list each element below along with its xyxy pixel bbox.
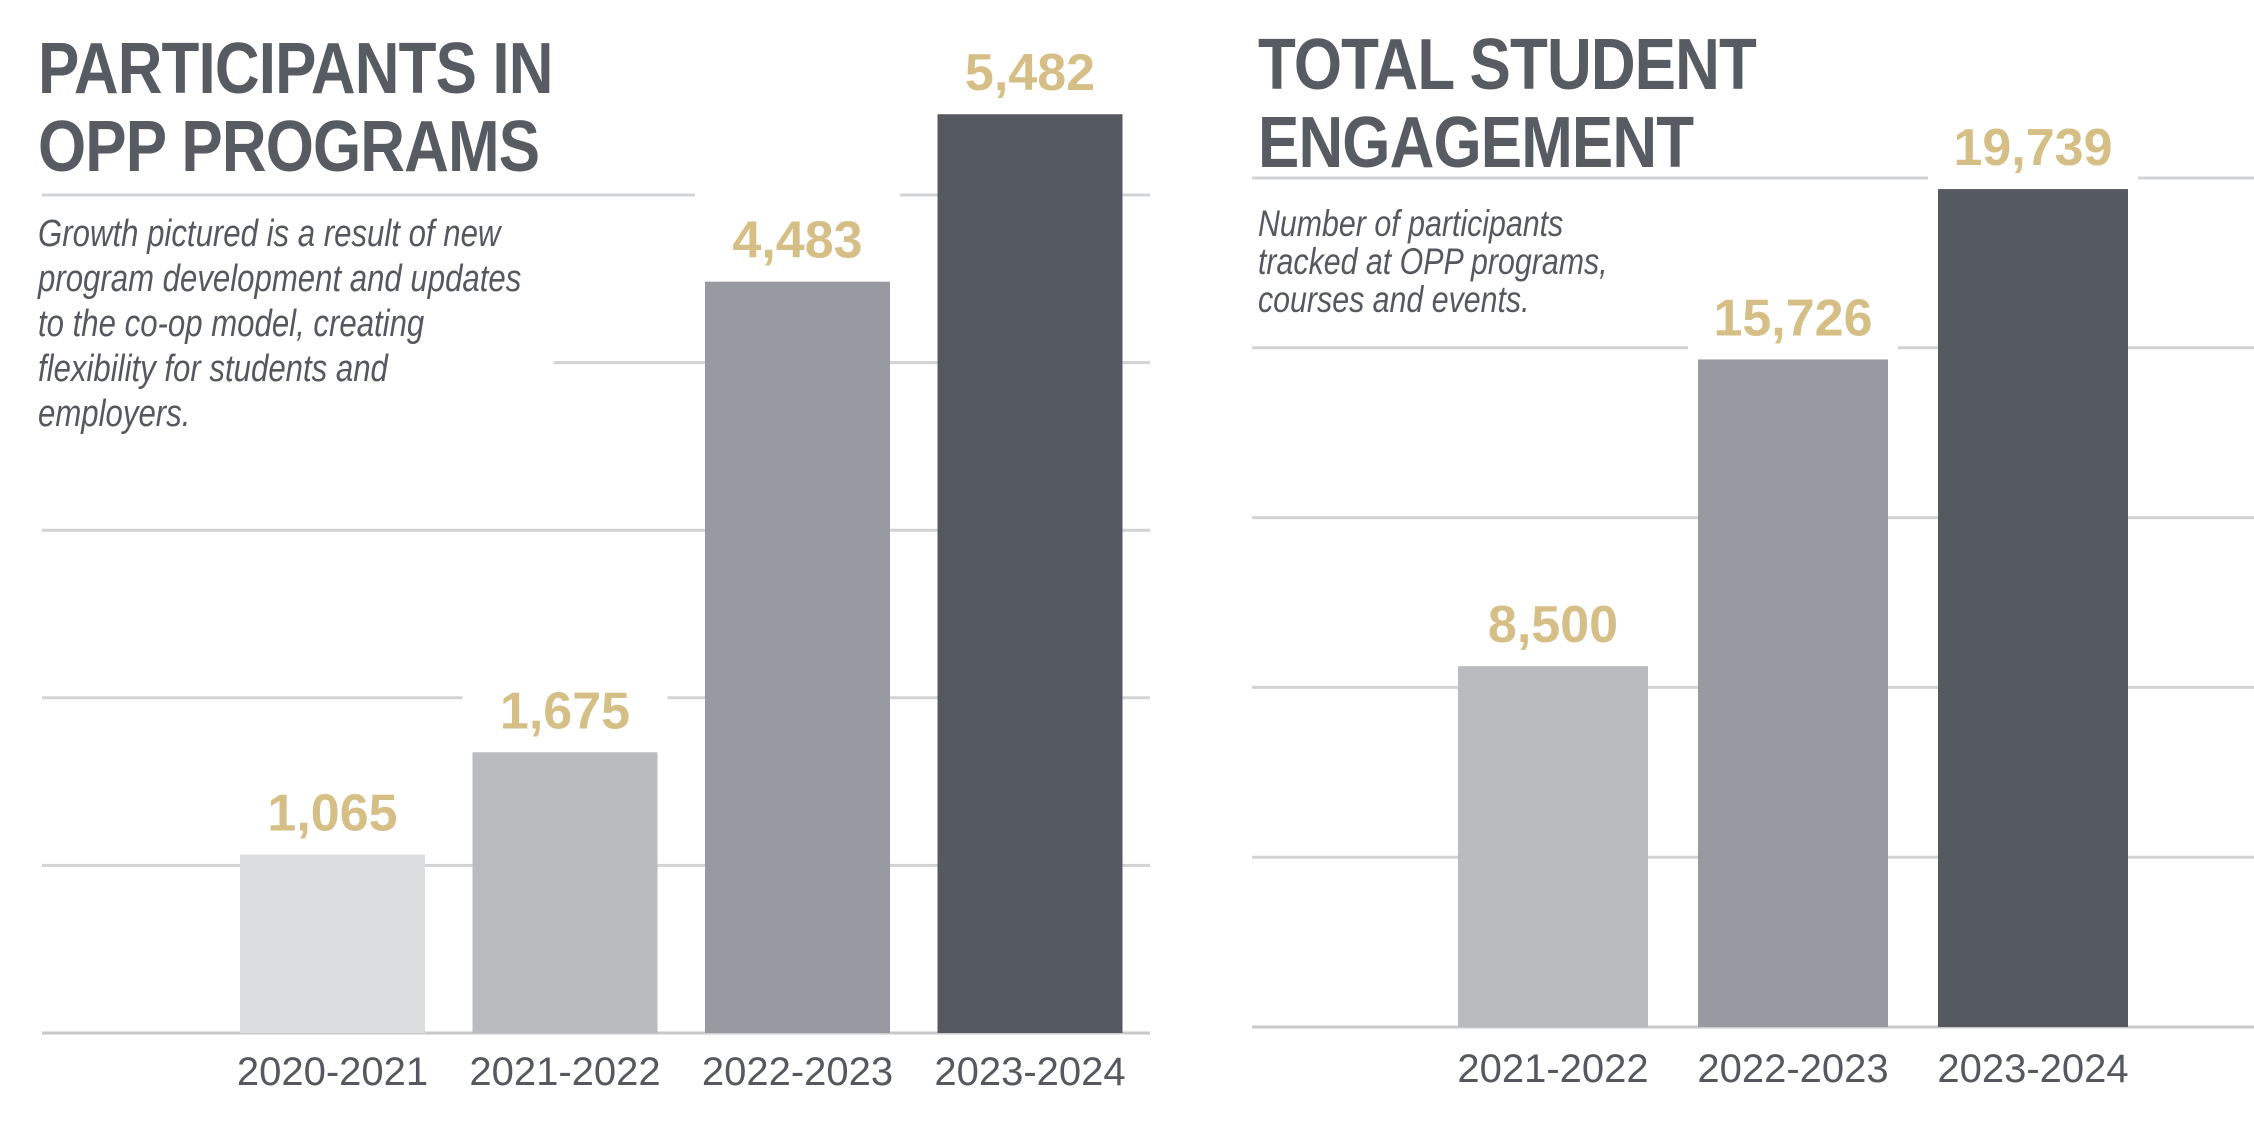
bar	[472, 752, 658, 1033]
x-tick-label: 2022-2023	[1697, 1047, 1888, 1091]
description-line: Number of participants	[1258, 203, 1564, 244]
chart-title: PARTICIPANTS IN OPP PROGRAMS	[38, 30, 553, 186]
bar	[705, 281, 890, 1034]
value-label-background	[695, 191, 900, 282]
value-label: 1,675	[500, 682, 630, 740]
description-line: tracked at OPP programs,	[1258, 241, 1608, 282]
description-line: to the co-op model, creating	[38, 303, 425, 345]
chart-title-line-2: OPP PROGRAMS	[38, 107, 540, 187]
chart-title-line-1: TOTAL STUDENT	[1258, 25, 1757, 105]
value-label-background	[1928, 99, 2138, 190]
x-tick-label: 2023-2024	[1937, 1047, 2128, 1091]
value-label-background	[462, 662, 668, 753]
description-line: courses and events.	[1258, 279, 1530, 320]
description-line: Growth pictured is a result of new	[38, 213, 501, 255]
bar	[240, 854, 425, 1033]
bar	[937, 114, 1123, 1033]
value-label: 8,500	[1488, 596, 1618, 654]
value-label-background	[1448, 576, 1658, 667]
engagement-chart: 8,500 2021-2022 15,726 2022-2023 19,739 2023-…	[1252, 99, 2254, 1091]
bar	[1458, 666, 1648, 1027]
x-tick-label: 2023-2024	[934, 1050, 1125, 1094]
value-label: 5,482	[965, 44, 1095, 102]
chart-title-line-2: ENGAGEMENT	[1258, 103, 1694, 183]
description-line: flexibility for students and	[38, 348, 388, 390]
value-label: 19,739	[1953, 119, 2112, 177]
x-tick-label: 2021-2022	[469, 1050, 660, 1094]
bar	[1698, 359, 1888, 1028]
chart-description: Number of participants tracked at OPP pr…	[1258, 203, 1633, 320]
x-tick-label: 2020-2021	[237, 1050, 428, 1094]
x-tick-label: 2021-2022	[1457, 1047, 1648, 1091]
value-label-background	[1688, 269, 1898, 360]
x-tick-label: 2022-2023	[702, 1050, 893, 1094]
chart-title: TOTAL STUDENT ENGAGEMENT	[1258, 25, 1757, 183]
bar	[1938, 189, 2128, 1027]
participants-chart: 1,065 2020-2021 1,675 2021-2022 4,483 2022-20…	[42, 24, 1150, 1094]
value-label: 1,065	[267, 785, 397, 843]
chart-description: Growth pictured is a result of new progr…	[38, 212, 555, 437]
value-label: 4,483	[732, 212, 862, 270]
description-line: employers.	[38, 393, 191, 435]
chart-title-line-1: PARTICIPANTS IN	[38, 29, 553, 109]
value-label: 15,726	[1713, 289, 1872, 347]
value-label-background	[230, 764, 435, 855]
participants-chart-panel: 1,065 2020-2021 1,675 2021-2022 4,483 2022-20…	[38, 24, 1150, 1094]
description-line: program development and updates	[38, 258, 522, 300]
value-label-background	[927, 24, 1133, 115]
engagement-chart-panel: 8,500 2021-2022 15,726 2022-2023 19,739 2023-…	[1240, 0, 2254, 1125]
